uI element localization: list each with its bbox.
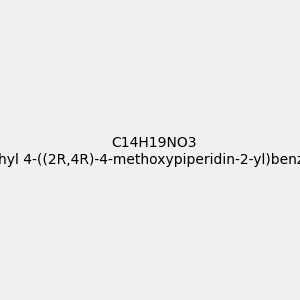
Text: C14H19NO3
Methyl 4-((2R,4R)-4-methoxypiperidin-2-yl)benzoate: C14H19NO3 Methyl 4-((2R,4R)-4-methoxypip… bbox=[0, 136, 300, 166]
